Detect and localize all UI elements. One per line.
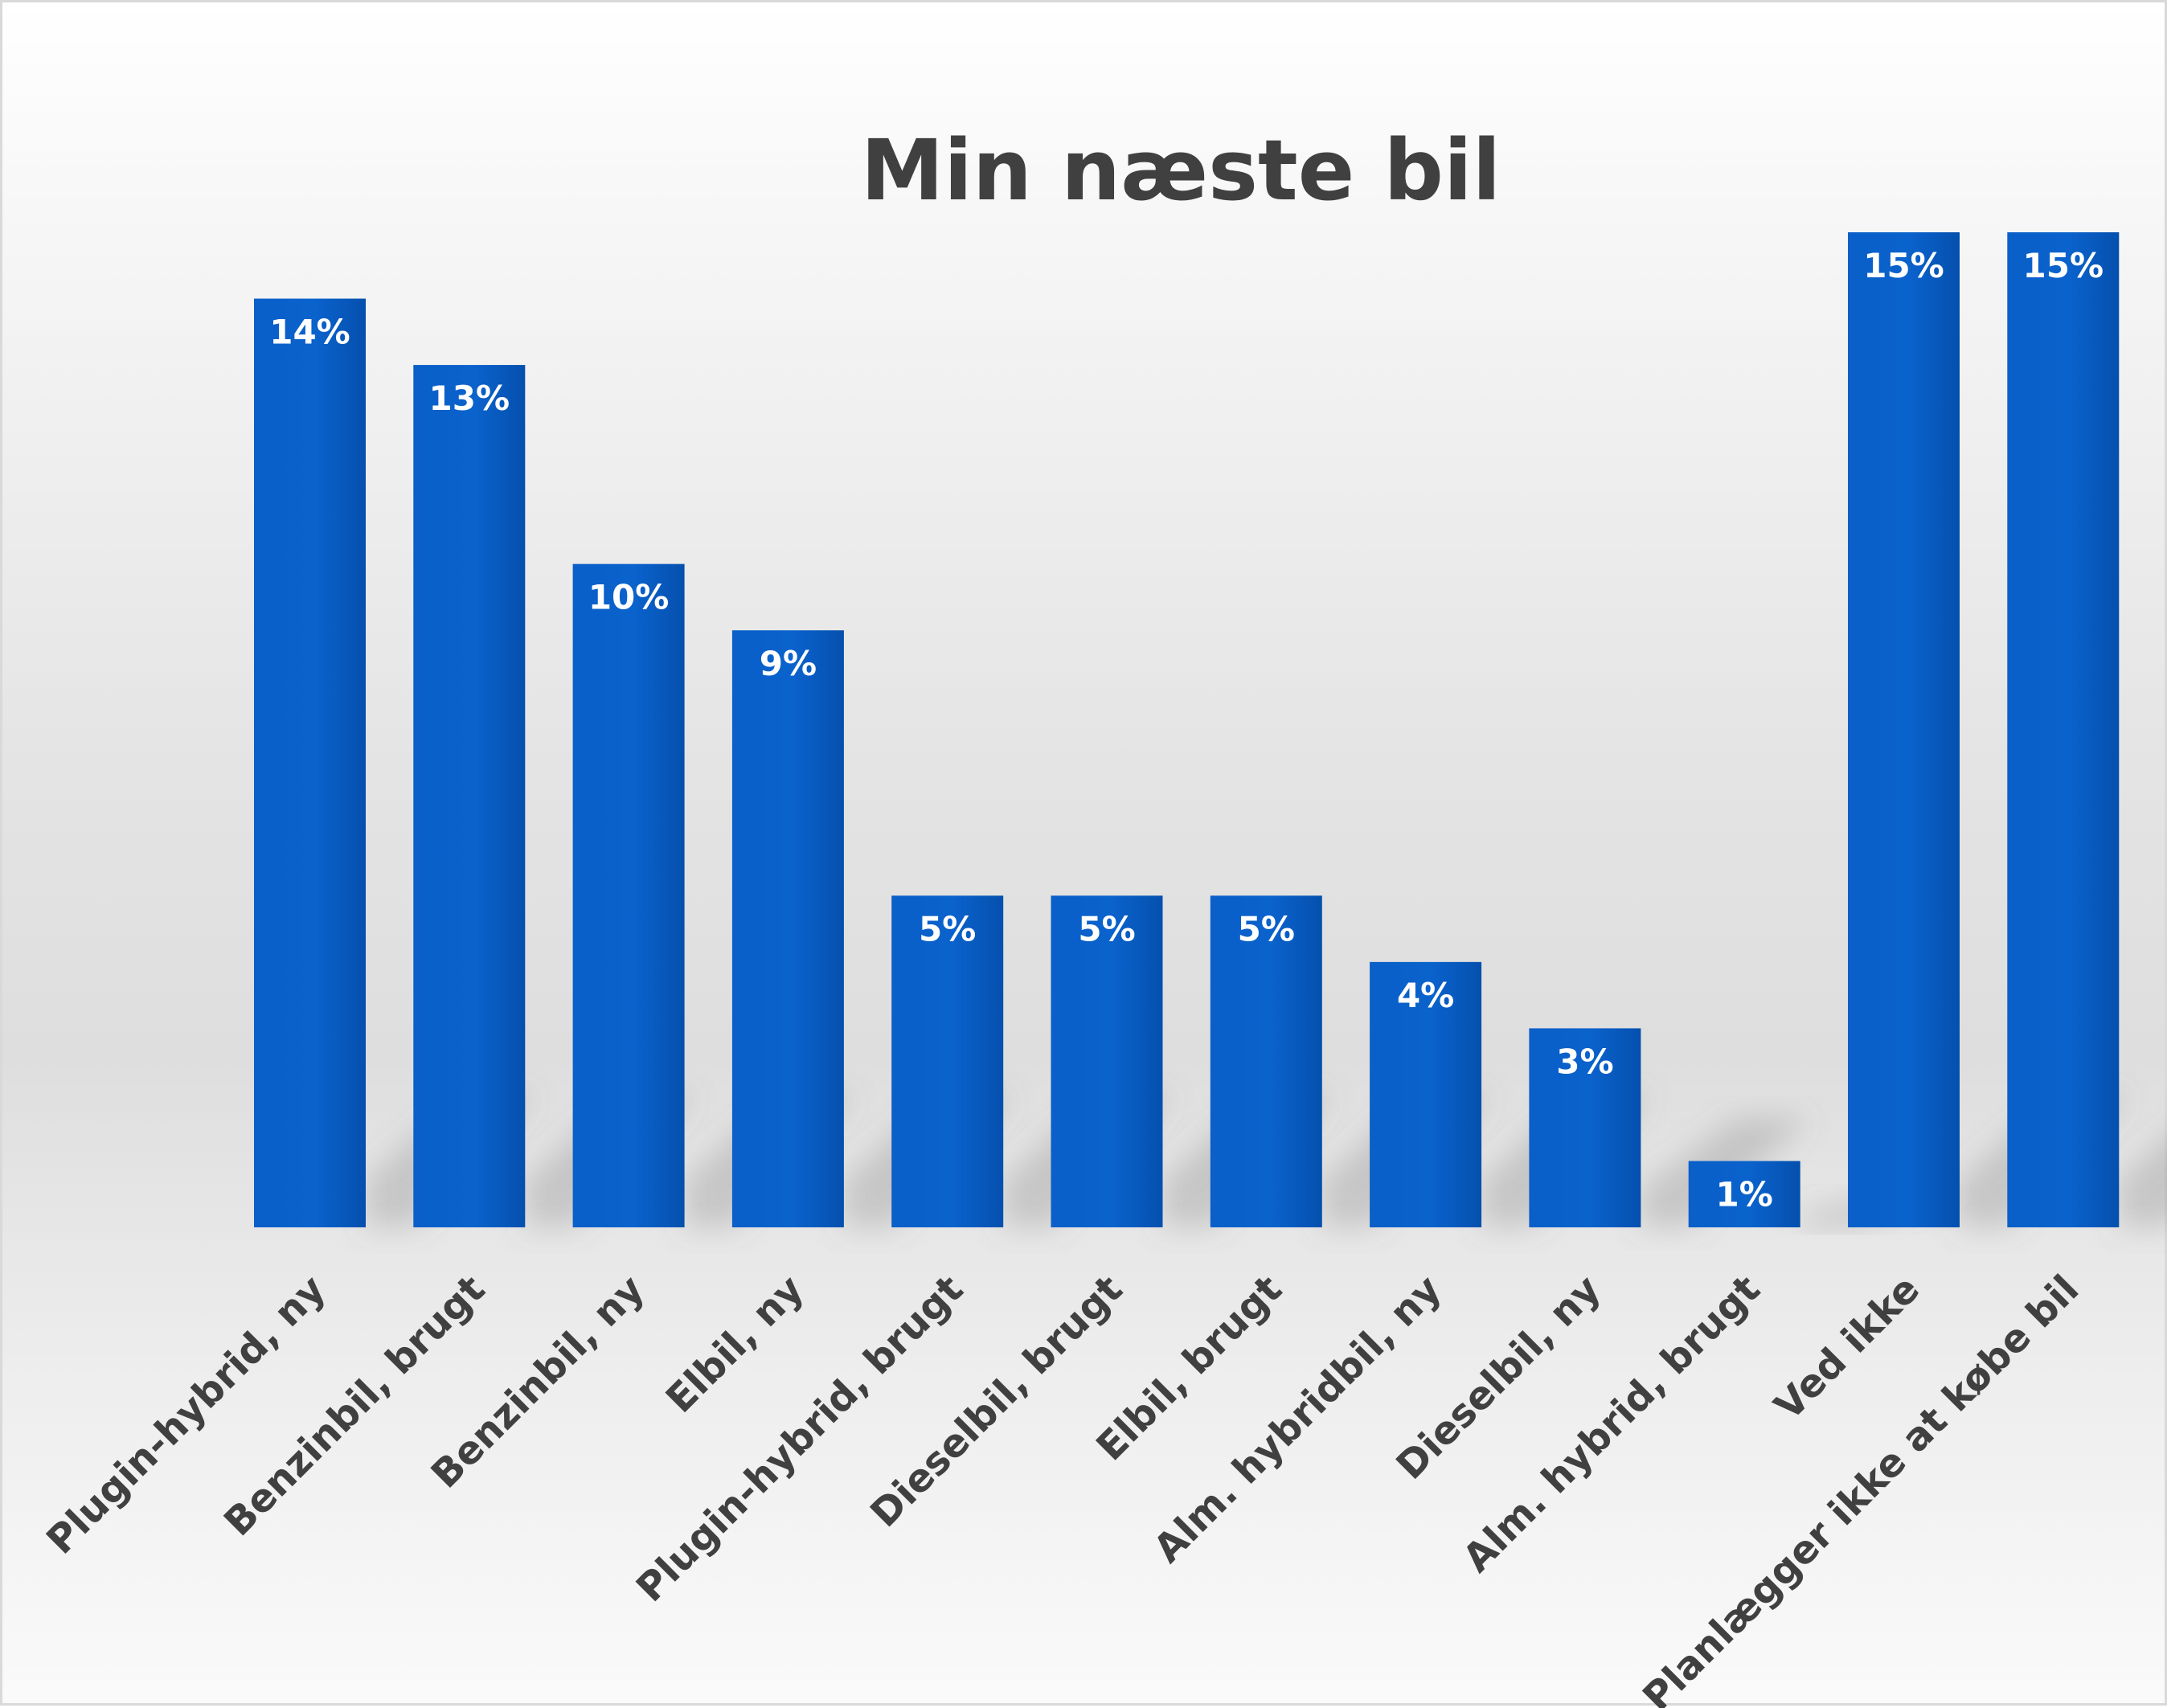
bar xyxy=(1688,1161,1800,1227)
x-tick-label: Plugin-hybrid, ny xyxy=(38,1267,334,1563)
x-tick-label: Plugin-hybrid, brugt xyxy=(628,1267,972,1611)
bar xyxy=(1051,895,1163,1227)
data-label: 5% xyxy=(1238,909,1295,948)
bar xyxy=(254,298,366,1227)
bar xyxy=(413,365,526,1228)
bar xyxy=(1529,1028,1641,1227)
data-label: 15% xyxy=(2023,246,2104,285)
chart-title: Min næste bil xyxy=(861,121,1501,219)
data-label: 9% xyxy=(760,644,817,683)
data-label: 4% xyxy=(1397,976,1454,1015)
x-tick-label: Alm. hybridbil, ny xyxy=(1145,1267,1450,1571)
bar xyxy=(1848,232,1960,1227)
bars xyxy=(254,232,2120,1228)
data-label: 5% xyxy=(919,909,976,948)
bar xyxy=(2007,232,2120,1227)
bar xyxy=(572,563,685,1227)
bar xyxy=(731,630,844,1227)
data-label: 13% xyxy=(429,379,510,418)
data-label: 5% xyxy=(1078,909,1135,948)
x-tick-label: Elbil, ny xyxy=(657,1267,813,1422)
bar xyxy=(1370,961,1482,1227)
x-tick-label: Benzinbil, brugt xyxy=(215,1267,494,1545)
x-tick-label: Alm. hybrid, brugt xyxy=(1454,1267,1768,1581)
data-label: 3% xyxy=(1556,1042,1613,1081)
data-label: 10% xyxy=(588,578,670,617)
bar-shadow xyxy=(2119,1137,2167,1227)
bar xyxy=(1210,895,1322,1227)
value-labels: 14% 13% 10% 9% 5% 5% 5% 4% 3% 1% 15% 15% xyxy=(269,246,2104,1214)
data-label: 1% xyxy=(1716,1174,1773,1214)
x-tick-label: Ved ikke xyxy=(1766,1267,1928,1429)
bar xyxy=(891,895,1004,1227)
data-label: 14% xyxy=(269,313,350,352)
data-label: 15% xyxy=(1863,246,1944,285)
